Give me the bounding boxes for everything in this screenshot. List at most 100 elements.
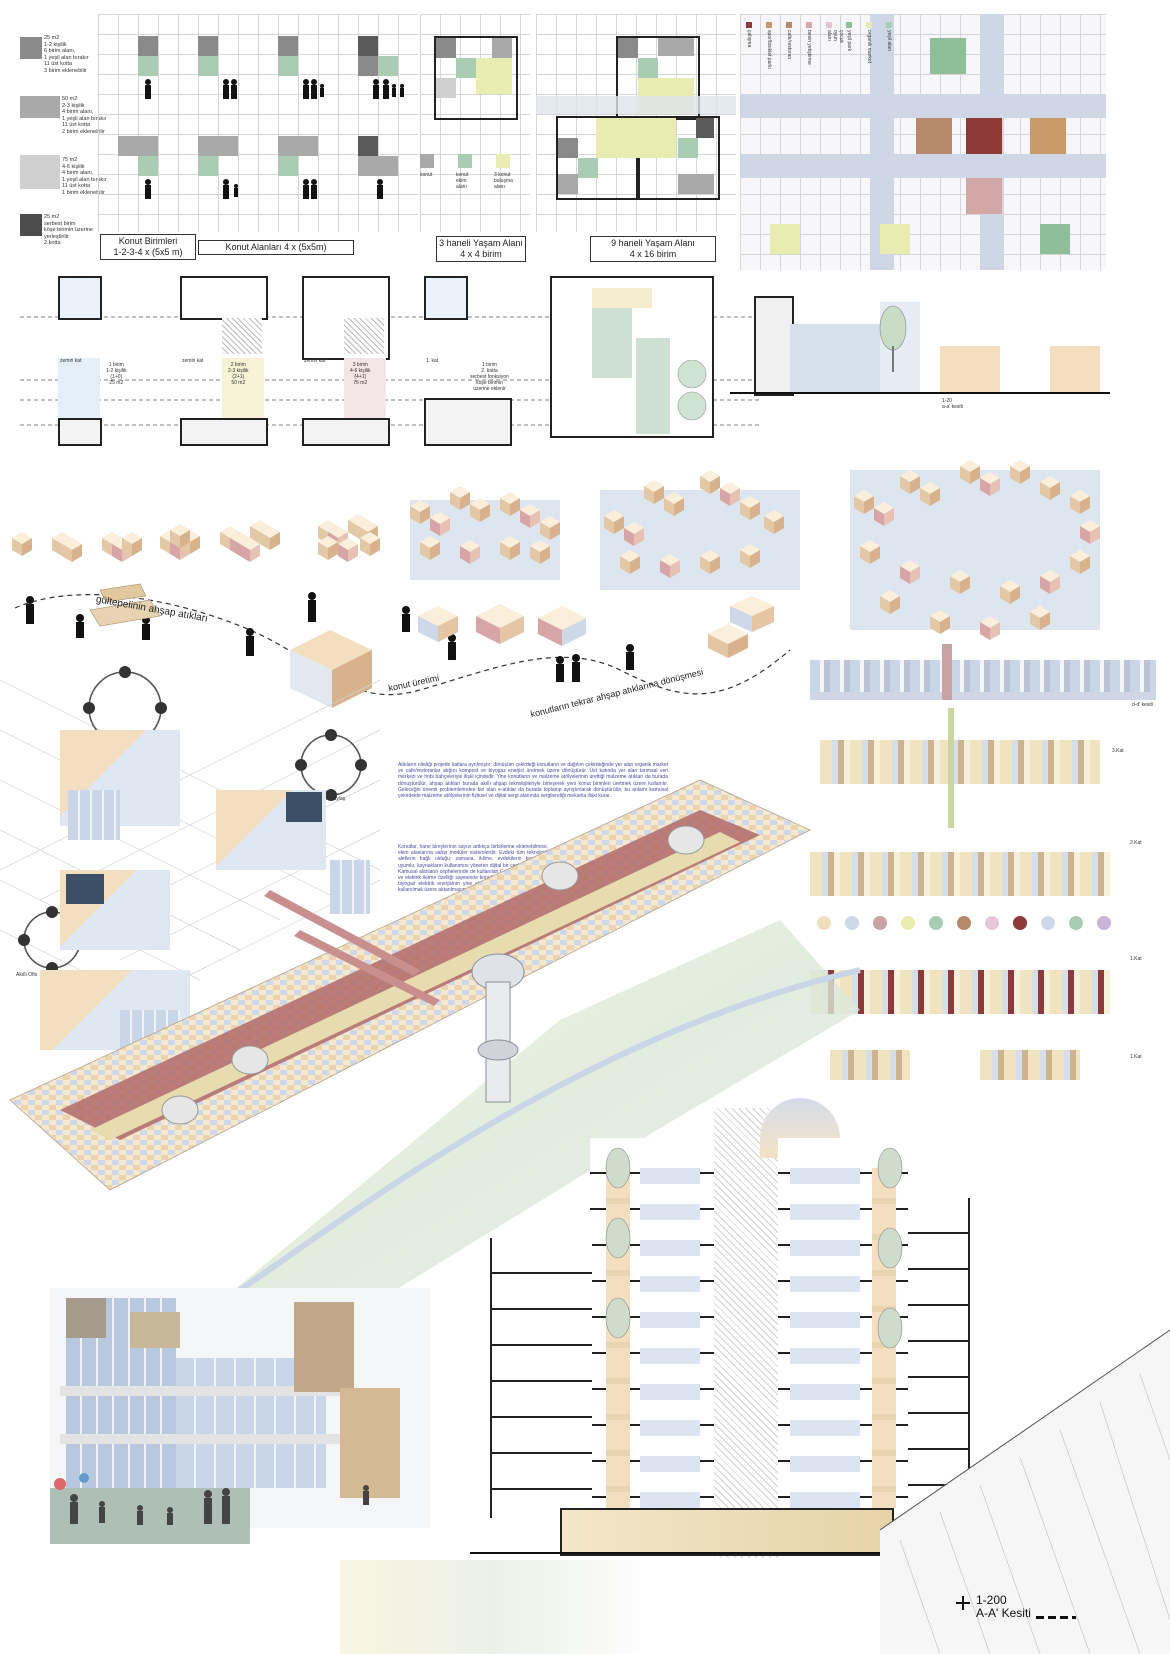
interior-room-1-glass — [68, 790, 120, 840]
masterplan-circulation-h — [740, 154, 1106, 178]
plaza-pink — [966, 178, 1002, 214]
section-ground-line — [470, 1552, 990, 1554]
header-9-haneli: 9 haneli Yaşam Alanı 4 x 16 birim — [590, 236, 716, 262]
legend-label: yeşil alan — [886, 30, 892, 51]
section-name: a-a' kesiti — [942, 404, 963, 410]
growth-stage-8 — [600, 470, 800, 590]
section-basement — [560, 1508, 894, 1556]
unit-block — [278, 36, 298, 56]
legend-konut: konut — [420, 172, 433, 178]
green-plot — [278, 156, 298, 176]
legend-label: spor/bisiklet parkı — [766, 30, 772, 69]
meeting-area — [476, 58, 512, 94]
cluster-masterplan: çalışma spor/bisiklet parkı cafe/restora… — [740, 14, 1106, 270]
plan-floor-1 — [810, 970, 1110, 1014]
wooden-box — [290, 630, 372, 708]
wood-pile — [89, 583, 161, 627]
path — [592, 288, 652, 308]
interior-room-2-wall — [330, 860, 370, 914]
legend-green-swatch — [458, 154, 472, 168]
circulation-band — [536, 96, 736, 114]
growth-stage-9 — [850, 460, 1100, 640]
perspective-slab — [60, 1386, 340, 1396]
legend-bulusma: 3 konut buluşma alanı — [494, 172, 513, 190]
program-icons — [817, 916, 1111, 930]
masterplan-circulation-h — [740, 94, 1106, 118]
plan-2-label: 2 birim 2-3 kişilik (2+1) 50 m2 — [228, 362, 249, 386]
floor-label-0: 1.Kat — [1130, 1054, 1142, 1060]
produced-modules — [418, 596, 774, 658]
kat-label: 1. kat — [426, 358, 439, 364]
main-axonometric — [9, 779, 861, 1320]
module-growth-sequence — [12, 460, 1100, 640]
legend-label: çocuk oyun alanı — [826, 30, 844, 44]
plan-1-label: 1 birim 1-2 kişilik (1+0) 25 m2 — [106, 362, 127, 386]
right-floor-plans: d-d' kesiti 3.Kat 2.Kat 1.Kat 1.Kat — [800, 640, 1166, 1100]
plaza-green — [930, 38, 966, 74]
legend-label: çalışma — [746, 30, 752, 48]
section-frame — [754, 296, 794, 396]
legend-text-25m2: 25 m2 1-2 kişilik 6 birim alanı, 1 yeşil… — [44, 35, 89, 74]
unit-grid-diagram — [98, 14, 418, 232]
unit-block — [138, 36, 158, 56]
green-plot — [378, 56, 398, 76]
section-ground — [730, 392, 1110, 394]
housing-description: Konutlar, hane bireylerinin sayısı arttı… — [398, 844, 548, 894]
plan-floor-3-core — [948, 708, 954, 828]
legend-swatch-50m2 — [20, 96, 60, 118]
legend-label: yeşil park — [846, 30, 852, 52]
plaza-orange — [1030, 118, 1066, 154]
perspective-panel — [130, 1312, 180, 1348]
legend-swatch-free — [20, 214, 42, 236]
elevation-base — [810, 692, 1156, 700]
legend-label: besin yetiştirme — [806, 30, 812, 65]
plan-2-birim — [180, 276, 268, 320]
perspective-panel — [66, 1298, 106, 1338]
trees-plan — [677, 360, 707, 421]
legend-dot — [866, 22, 872, 28]
plan-2-ground-area — [222, 358, 264, 418]
section-plus-icon — [956, 1596, 970, 1610]
floor-label-1: 1.Kat — [1130, 956, 1142, 962]
section-scale: 1-20 — [942, 398, 953, 404]
legend-dot — [766, 22, 772, 28]
green-plot — [638, 58, 658, 78]
main-section-name: A-A' Kesiti — [976, 1606, 1031, 1620]
floor-label-2: 2.Kat — [1130, 840, 1142, 846]
growth-stage-4 — [160, 524, 200, 560]
section-right-wing — [908, 1198, 970, 1498]
growth-stage-5 — [220, 520, 280, 562]
slope-hatch — [880, 1330, 1170, 1654]
hatched-yard — [222, 318, 262, 354]
three-household-grid: konut konut ekim alanı 3 konut buluşma a… — [420, 14, 530, 232]
legend-swatch-75m2 — [20, 155, 60, 189]
legend-ekim: konut ekim alanı — [456, 172, 469, 190]
dome — [541, 861, 579, 891]
unit-block — [358, 56, 378, 76]
legend-dot — [786, 22, 792, 28]
digital-share-cycle — [295, 729, 367, 801]
zemin-label: zemin kat — [304, 358, 326, 364]
green-plot — [578, 158, 598, 178]
masterplan-legend: çalışma spor/bisiklet parkı cafe/restora… — [746, 22, 916, 82]
floor-plans-row: 1 birim 1-2 kişilik (1+0) 25 m2 zemin ka… — [0, 270, 760, 470]
legend-meeting-swatch — [496, 154, 510, 168]
plan-1-ground — [58, 418, 102, 446]
plan-4-ground — [424, 398, 512, 446]
plan-1-ground-area — [58, 358, 100, 418]
green-plot — [198, 156, 218, 176]
section-core — [714, 1108, 778, 1558]
cluster-outline — [434, 36, 518, 120]
cluster-outline — [556, 116, 640, 200]
plaza-yellow — [880, 224, 910, 254]
unit-block — [558, 138, 578, 158]
courtyard — [592, 308, 632, 378]
legend-dot — [746, 22, 752, 28]
section-left-wing — [490, 1238, 592, 1518]
main-section — [470, 1098, 990, 1558]
unit-block — [658, 38, 694, 56]
legend-text-free: 25 m2 serbest birim köşe birimin üzerine… — [44, 214, 93, 246]
green-plot — [456, 58, 476, 78]
green-plot — [198, 56, 218, 76]
floor-label-3: 3.Kat — [1112, 748, 1124, 754]
